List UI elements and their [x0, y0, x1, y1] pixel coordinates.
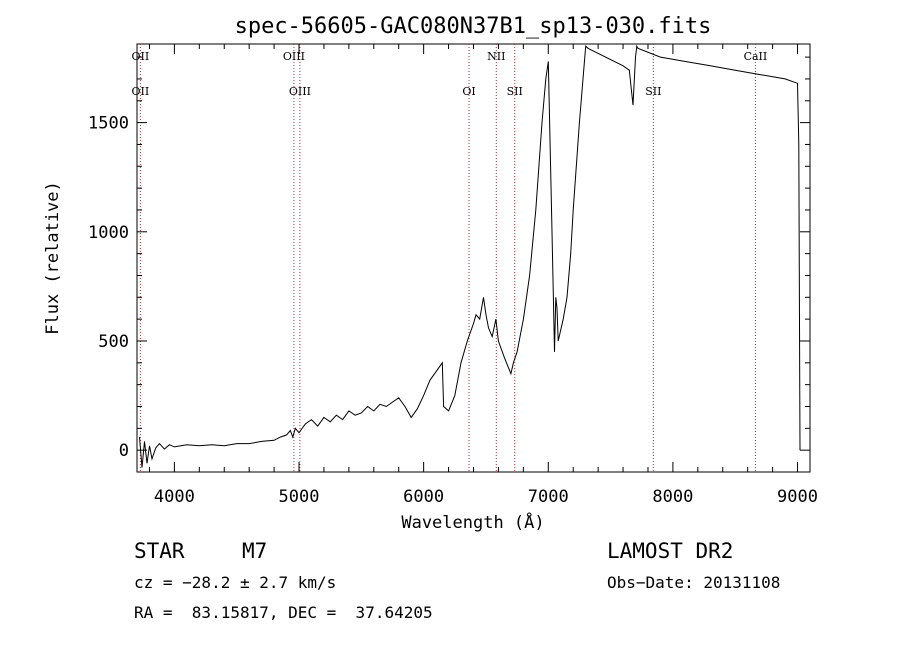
emission-line-label: CaII: [744, 50, 768, 63]
y-tick-label: 0: [119, 441, 129, 461]
emission-line-labels: OII OII OIII OIII OI NII SII SII CaII: [132, 50, 768, 98]
sky-coordinates: RA = 83.15817, DEC = 37.64205: [134, 603, 433, 622]
x-tick-label: 4000: [154, 487, 195, 507]
x-tick-label: 6000: [403, 487, 444, 507]
emission-line-label: OIII: [289, 85, 311, 98]
x-tick-label: 8000: [652, 487, 693, 507]
emission-line-markers: [139, 44, 756, 472]
redshift-velocity: cz = −28.2 ± 2.7 km/s: [134, 573, 337, 592]
object-subclass: M7: [242, 539, 268, 563]
spectrum-series-line: [139, 44, 801, 468]
axis-ticks: [137, 44, 810, 473]
emission-line-label: OI: [462, 85, 475, 98]
observation-date: Obs−Date: 20131108: [607, 573, 781, 592]
emission-line-label: OIII: [283, 50, 305, 63]
tick-labels: 4000 5000 6000 7000 8000 9000 0 500 1000 1500: [88, 114, 818, 507]
plot-frame: [136, 43, 811, 473]
emission-line-label: SII: [507, 85, 523, 98]
x-tick-label: 7000: [528, 487, 569, 507]
y-axis-label: Flux (relative): [43, 181, 63, 335]
y-tick-label: 500: [98, 332, 129, 352]
y-tick-label: 1500: [88, 114, 129, 134]
emission-line-label: OII: [132, 50, 150, 63]
y-tick-label: 1000: [88, 223, 129, 243]
object-class: STAR: [134, 539, 185, 563]
emission-line-label: NII: [487, 50, 505, 63]
x-tick-label: 5000: [279, 487, 320, 507]
survey-name: LAMOST DR2: [607, 539, 734, 563]
emission-line-label: SII: [645, 85, 661, 98]
x-axis-label: Wavelength (Å): [401, 511, 544, 533]
emission-line-label: OII: [132, 85, 150, 98]
chart-title: spec-56605-GAC080N37B1_sp13-030.fits: [235, 14, 712, 39]
x-tick-label: 9000: [777, 487, 818, 507]
